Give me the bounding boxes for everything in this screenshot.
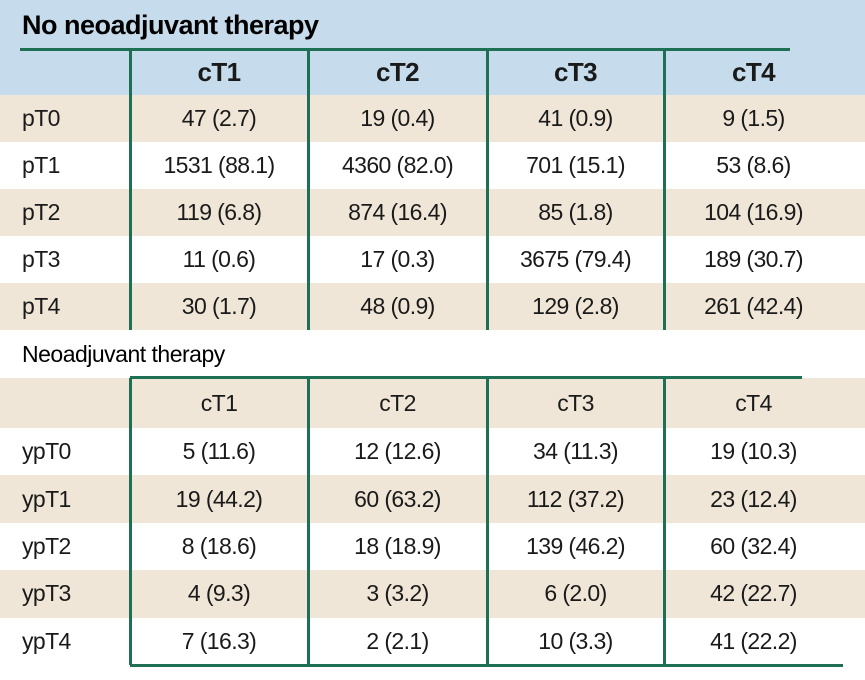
row-band [0, 283, 865, 330]
table-cell: 3675 (79.4) [519, 246, 632, 272]
table-cell: 4360 (82.0) [341, 152, 454, 178]
title-rule [130, 376, 802, 379]
column-header: cT4 [735, 389, 772, 416]
table-cell: 34 (11.3) [533, 438, 619, 465]
column-rule [307, 378, 310, 665]
table-cell: 119 (6.8) [176, 199, 263, 225]
table-cell: 19 (0.4) [360, 105, 435, 131]
title-band [0, 0, 865, 50]
row-band [0, 95, 865, 142]
table-cell: 18 (18.9) [354, 532, 441, 559]
table-cell: 53 (8.6) [716, 152, 791, 178]
table-cell: 23 (12.4) [710, 485, 797, 512]
column-header: cT3 [557, 389, 594, 416]
row-label: pT2 [22, 199, 60, 225]
bottom-rule [130, 664, 843, 667]
table-cell: 112 (37.2) [526, 485, 625, 512]
row-band [0, 236, 865, 283]
table-cell: 139 (46.2) [526, 532, 625, 559]
title-band [0, 330, 865, 378]
column-rule [129, 378, 132, 665]
table-cell: 11 (0.6) [182, 246, 256, 272]
row-label: pT1 [22, 152, 60, 178]
table-cell: 129 (2.8) [532, 293, 619, 319]
table-cell: 189 (30.7) [704, 246, 803, 272]
table-cell: 41 (0.9) [538, 105, 613, 131]
row-band [0, 475, 865, 523]
section-title: No neoadjuvant therapy [22, 9, 319, 40]
table-cell: 701 (15.1) [526, 152, 625, 178]
column-header: cT2 [375, 57, 420, 87]
column-header: cT1 [200, 389, 238, 416]
table-cell: 3 (3.2) [366, 580, 429, 607]
table-cell: 42 (22.7) [710, 580, 797, 607]
column-rule [663, 378, 666, 665]
row-band [0, 428, 865, 476]
column-header: cT4 [731, 57, 776, 87]
table-cell: 48 (0.9) [360, 293, 435, 319]
column-rule [129, 50, 132, 330]
table-cell: 10 (3.3) [538, 627, 613, 654]
table-cell: 17 (0.3) [360, 246, 435, 272]
row-band [0, 522, 865, 571]
column-rule [663, 50, 666, 330]
title-rule [20, 48, 790, 51]
row-label: pT4 [22, 293, 60, 319]
table-cell: 6 (2.0) [544, 580, 607, 607]
table-cell: 19 (10.3) [710, 438, 797, 465]
column-rule [486, 378, 489, 665]
section-title: Neoadjuvant therapy [22, 340, 225, 367]
column-header: cT1 [197, 57, 241, 87]
row-label: pT0 [22, 105, 60, 131]
table-cell: 7 (16.3) [181, 627, 257, 654]
table-cell: 47 (2.7) [181, 105, 257, 131]
table-cell: 104 (16.9) [704, 199, 803, 225]
table-cell: 19 (44.2) [175, 485, 263, 512]
header-band [0, 50, 865, 95]
table-cell: 60 (63.2) [354, 485, 441, 512]
table-cell: 85 (1.8) [538, 199, 613, 225]
table-cell: 9 (1.5) [722, 105, 785, 131]
row-label: ypT2 [22, 532, 71, 559]
table-cell: 5 (11.6) [182, 438, 256, 465]
row-band [0, 617, 865, 665]
row-label: ypT4 [22, 627, 71, 654]
table-cell: 8 (18.6) [181, 532, 257, 559]
table-cell: 1531 (88.1) [163, 152, 275, 178]
column-rule [307, 50, 310, 330]
row-label: pT3 [22, 246, 60, 272]
column-header: cT3 [553, 57, 598, 87]
header-band [0, 378, 865, 428]
row-band [0, 189, 865, 236]
table-cell: 874 (16.4) [348, 199, 447, 225]
table-cell: 41 (22.2) [710, 627, 797, 654]
column-header: cT2 [379, 389, 416, 416]
row-band [0, 570, 865, 618]
row-label: ypT0 [22, 438, 71, 465]
row-band [0, 142, 865, 189]
table-cell: 30 (1.7) [181, 293, 257, 319]
table-cell: 261 (42.4) [704, 293, 803, 319]
table-cell: 60 (32.4) [710, 532, 797, 559]
table-cell: 2 (2.1) [366, 627, 429, 654]
row-label: ypT3 [22, 580, 71, 607]
table-cell: 12 (12.6) [354, 438, 441, 465]
column-rule [486, 50, 489, 330]
table-cell: 4 (9.3) [187, 580, 251, 607]
row-label: ypT1 [22, 485, 71, 512]
